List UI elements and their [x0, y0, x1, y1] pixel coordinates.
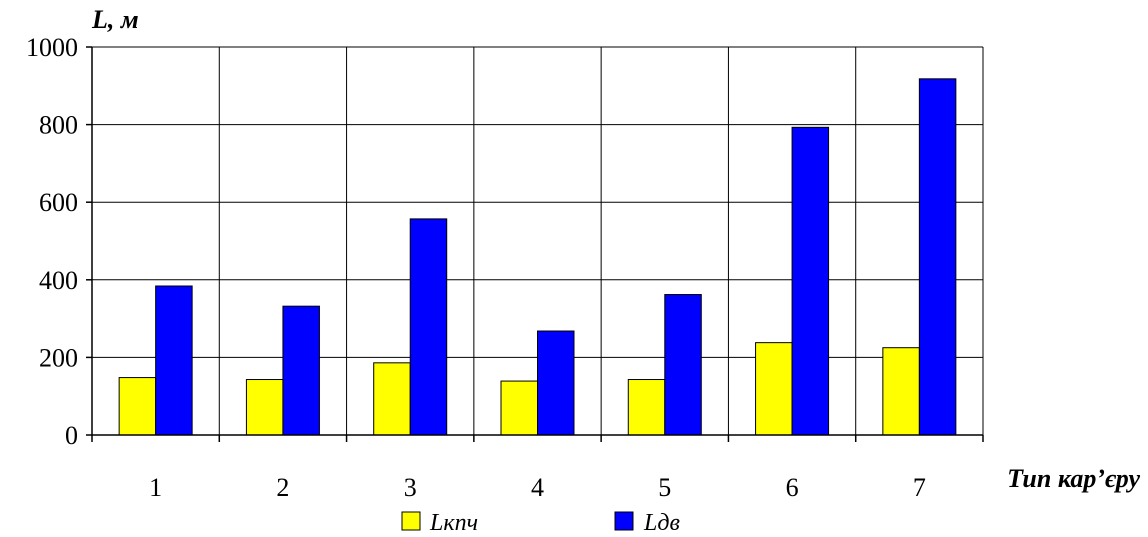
bar-ldv [664, 294, 702, 436]
bar-lkpch [118, 377, 157, 436]
bar-ldv [537, 330, 575, 436]
x-tick-label: 1 [149, 473, 162, 502]
x-tick-label: 2 [276, 473, 289, 502]
bar-lkpch [882, 347, 920, 436]
grid [92, 46, 984, 435]
bar-lkpch [500, 380, 538, 436]
bar-ldv [791, 126, 830, 436]
x-tick-label: 7 [913, 473, 926, 502]
axes [86, 46, 984, 442]
bar-ldv [282, 305, 320, 436]
y-tick-label: 200 [39, 343, 78, 372]
y-tick-label: 0 [65, 421, 78, 450]
x-tick-label: 3 [404, 473, 417, 502]
y-tick-label: 600 [39, 188, 78, 217]
bar-ldv [155, 285, 193, 436]
y-tick-label: 400 [39, 266, 78, 295]
bar-ldv [409, 218, 448, 436]
legend-label-lkpch: Lкпч [429, 510, 478, 536]
legend-swatch-lkpch [401, 511, 421, 531]
x-axis-title: Тип кар’єру [1007, 464, 1140, 493]
legend: Lкпч Lдв [401, 510, 680, 536]
y-tick-label: 800 [39, 111, 78, 140]
legend-swatch-ldv [614, 511, 634, 531]
bar-lkpch [245, 379, 284, 436]
bar-ldv [918, 78, 957, 436]
x-tick-label: 5 [658, 473, 671, 502]
bar-lkpch [373, 362, 411, 436]
y-tick-label: 1000 [26, 33, 78, 62]
bar-lkpch [755, 342, 793, 436]
bars [118, 78, 957, 436]
y-axis-title: L, м [91, 5, 139, 34]
bar-lkpch [627, 379, 666, 436]
x-tick-label: 6 [786, 473, 799, 502]
x-tick-label: 4 [531, 473, 544, 502]
tick-labels: 0 200 400 600 800 1000 1 2 3 4 5 6 7 [26, 33, 926, 502]
legend-label-ldv: Lдв [643, 510, 680, 536]
